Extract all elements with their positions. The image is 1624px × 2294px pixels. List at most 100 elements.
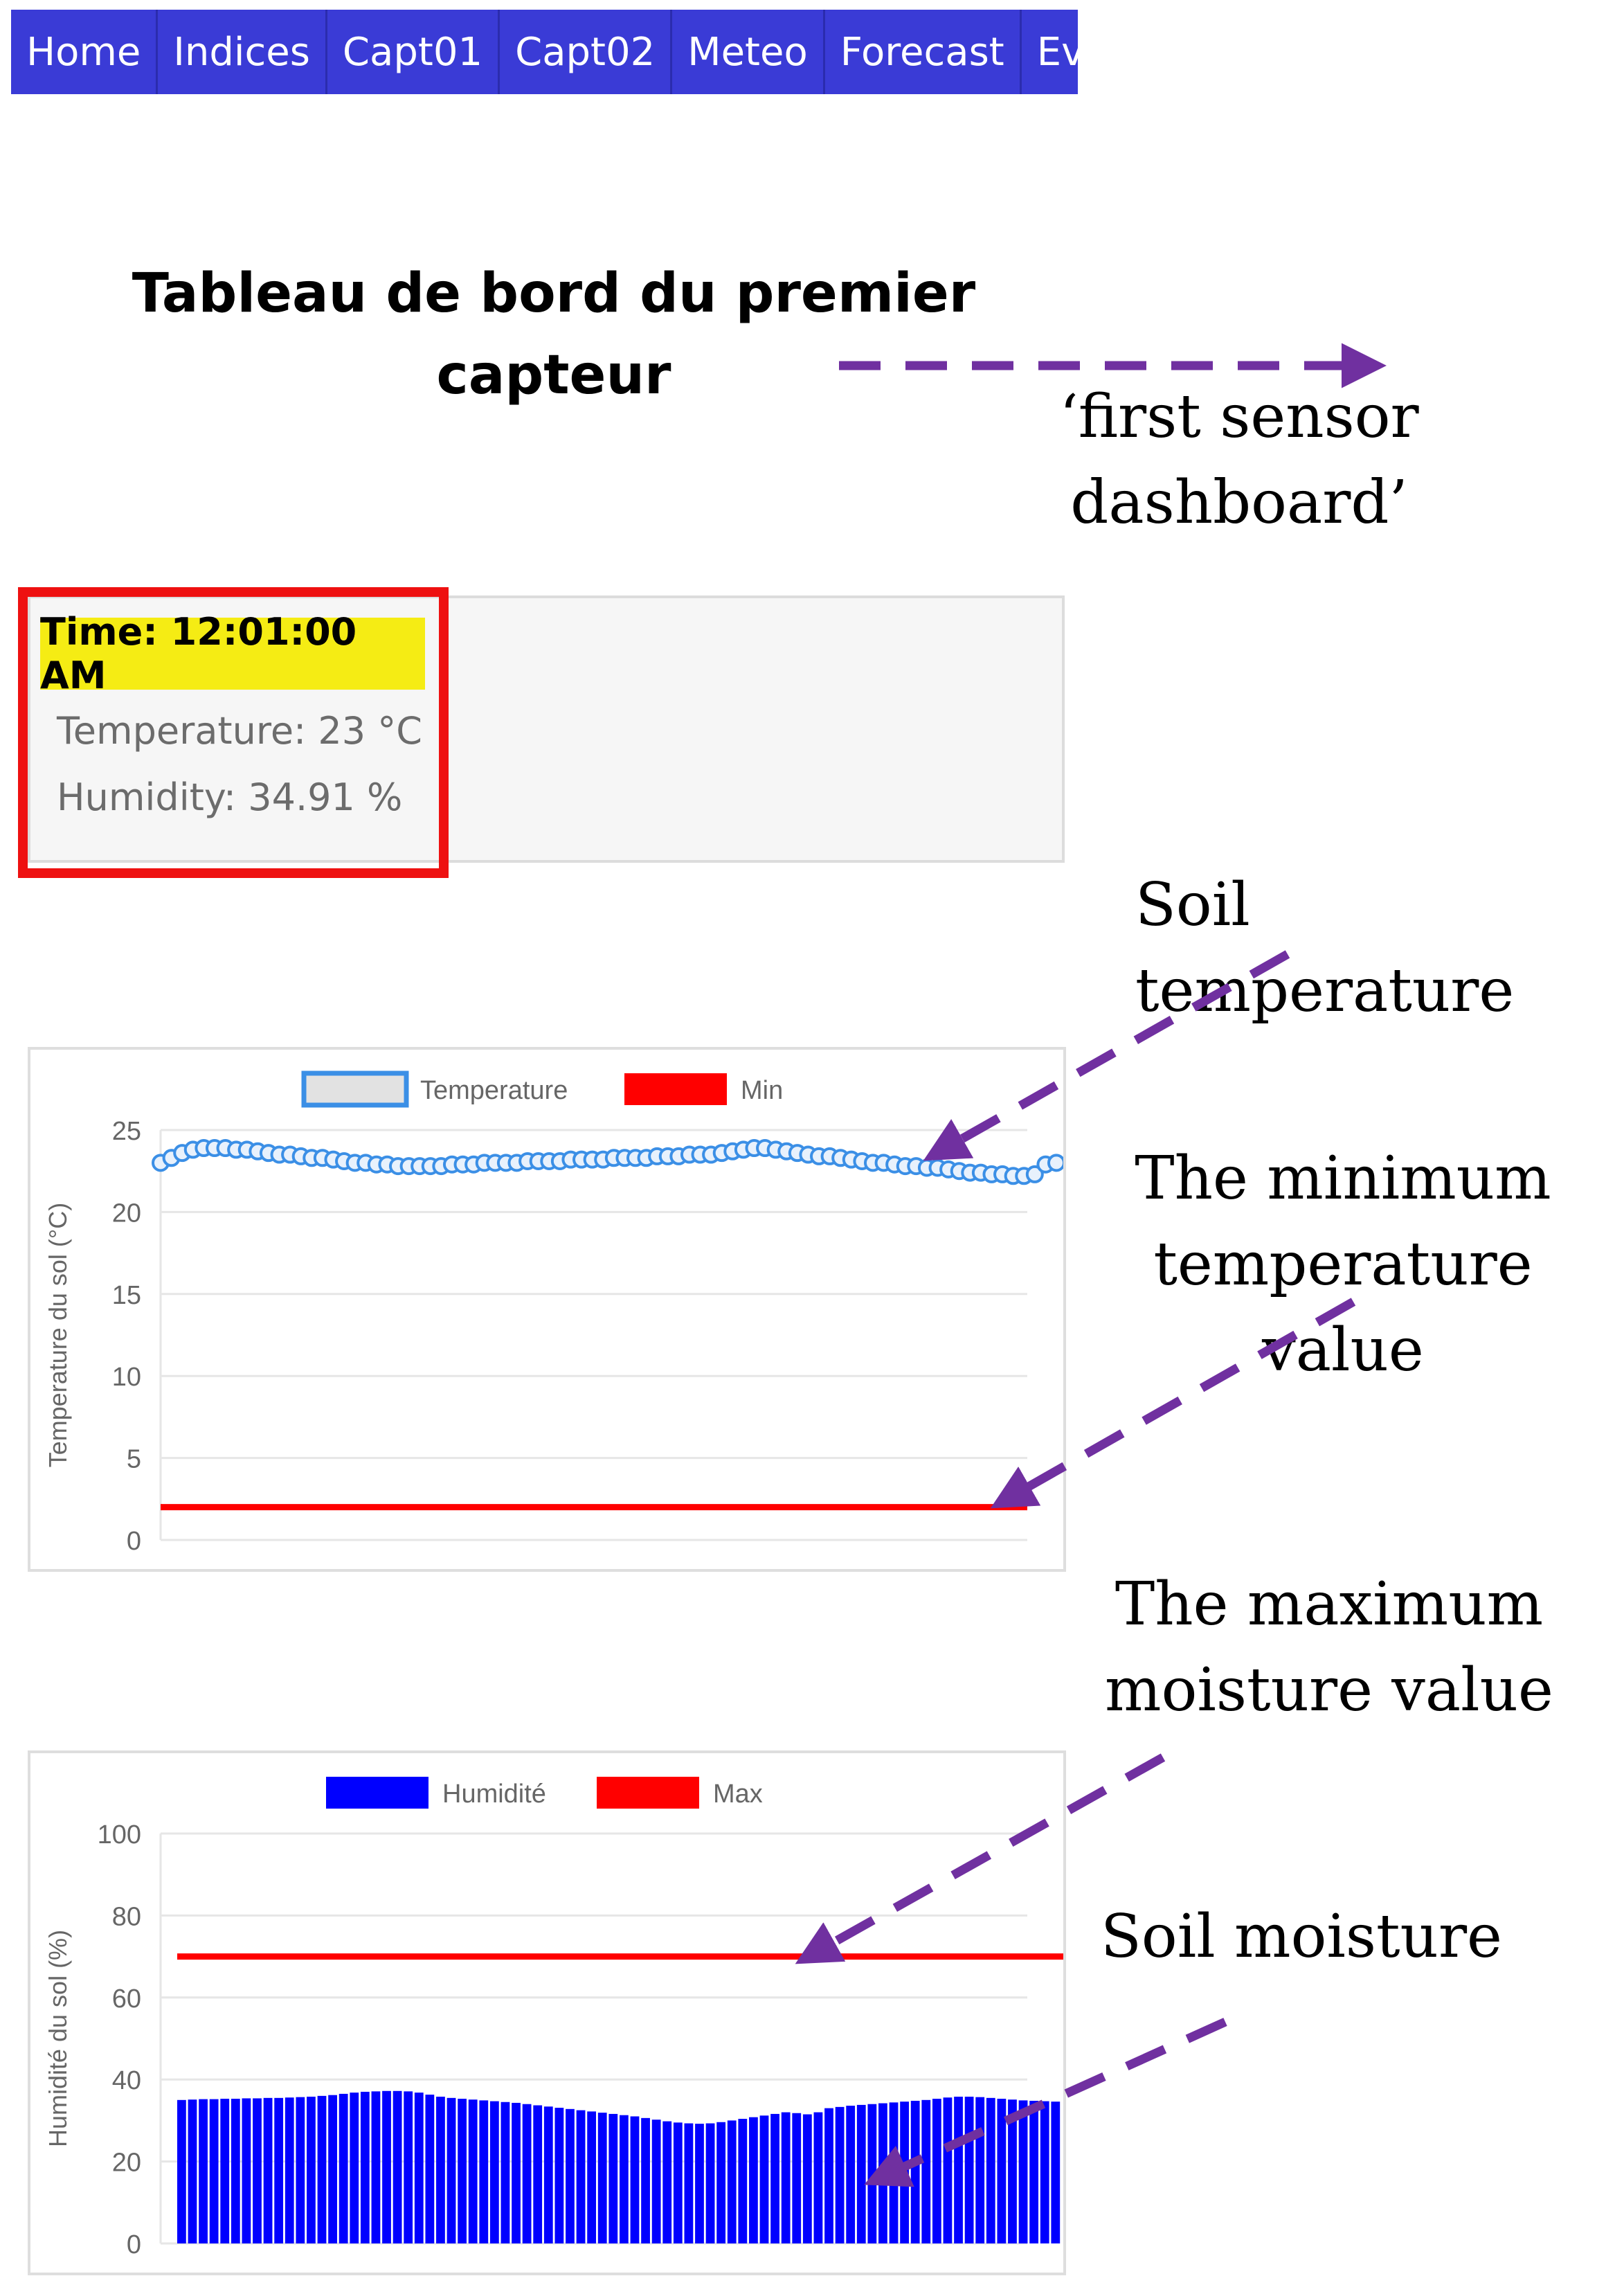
humidite-bar (328, 2095, 337, 2243)
annotation-title-translation-line1: ‘first sensor (1059, 382, 1419, 451)
humidite-bar (802, 2114, 812, 2243)
annotation-soil-moisture: Soil moisture (1101, 1902, 1502, 1971)
humidite-bar (738, 2119, 748, 2243)
humidite-bar (500, 2102, 510, 2243)
humidite-bar (253, 2098, 262, 2243)
temperature-chart: 0 5 10 15 20 25 Temperature du sol (°C) Tempera… (28, 1047, 1066, 1572)
humidite-bar (1040, 2101, 1049, 2243)
humidite-bar (512, 2102, 521, 2243)
legend-label-max: Max (713, 1780, 763, 1809)
annotation-max-moisture: The maximum moisture value (1052, 1561, 1606, 1733)
humidite-bar (997, 2099, 1007, 2243)
page-title-line1: Tableau de bord du premier (132, 262, 976, 325)
humidite-bar (1051, 2102, 1061, 2243)
annotation-soil-temperature: Soil temperature (1135, 870, 1515, 1025)
humidite-bar (727, 2120, 737, 2243)
legend-label-min: Min (741, 1076, 783, 1105)
humidite-bar (986, 2097, 995, 2243)
humidite-bar (285, 2097, 294, 2243)
humidite-bar (479, 2100, 489, 2243)
humidite-bar (533, 2105, 543, 2243)
annotation-min-temperature: The minimum temperature value (1066, 1136, 1620, 1393)
humidite-bar (360, 2091, 370, 2243)
humidite-bar (641, 2117, 650, 2243)
nav-meteo[interactable]: Meteo (672, 10, 825, 94)
legend-label-humidite: Humidité (442, 1780, 546, 1809)
humidite-bar (813, 2112, 823, 2243)
humidite-bar (231, 2099, 240, 2243)
humidite-bar (468, 2099, 478, 2243)
y-tick-label: 0 (127, 1527, 141, 1556)
humidite-bar (1029, 2100, 1039, 2243)
humidite-bar (620, 2115, 629, 2243)
humidite-bar (759, 2115, 769, 2243)
humidite-bar (436, 2097, 445, 2243)
humidite-bar (382, 2090, 391, 2243)
humidite-bar (199, 2099, 208, 2243)
humidite-bar (824, 2108, 833, 2243)
arrow-soil-temperature (923, 950, 1290, 1161)
y-tick-label: 0 (127, 2230, 141, 2259)
arrow-min-temperature (990, 1298, 1356, 1509)
legend-swatch-max (597, 1777, 699, 1809)
y-tick-label: 40 (112, 2066, 141, 2095)
humidite-bar (242, 2098, 251, 2243)
humidite-bar (522, 2104, 532, 2243)
humidite-bar (792, 2113, 802, 2243)
y-tick-label: 20 (112, 1199, 141, 1228)
humidity-chart-svg: 0 20 40 60 80 100 Humidité du sol (%) Humidité M… (44, 1777, 1065, 2259)
humidite-bar (684, 2123, 694, 2243)
humidite-bar (705, 2123, 715, 2243)
humidite-bar (263, 2097, 273, 2243)
humidite-bar (220, 2099, 230, 2243)
nav-capt01[interactable]: Capt01 (327, 10, 500, 94)
y-axis-label: Temperature du sol (°C) (44, 1203, 72, 1468)
humidite-bar (296, 2097, 305, 2243)
humidite-bar (554, 2108, 564, 2243)
annotation-title-translation-line2: dashboard’ (1070, 468, 1408, 537)
y-axis-label: Humidité du sol (%) (44, 1930, 72, 2147)
humidite-bar (770, 2113, 779, 2243)
temperature-chart-svg: 0 5 10 15 20 25 Temperature du sol (°C) Tempera… (44, 1070, 1065, 1556)
humidite-bar (749, 2117, 758, 2243)
humidite-bar (781, 2112, 791, 2243)
humidite-bar (576, 2110, 586, 2243)
humidite-bar (597, 2113, 607, 2243)
page-title-line2: capteur (436, 344, 671, 406)
humidite-bar (458, 2099, 467, 2243)
humidite-bar (587, 2111, 597, 2243)
humidite-bar (673, 2122, 683, 2243)
reading-highlight-box (18, 587, 449, 878)
humidite-bar (695, 2124, 704, 2243)
y-tick-label: 60 (112, 1984, 141, 2014)
nav-capt02[interactable]: Capt02 (500, 10, 673, 94)
y-tick-label: 15 (112, 1281, 141, 1310)
humidite-bar (932, 2099, 941, 2243)
humidite-bar (566, 2108, 575, 2243)
legend-swatch-humidite (326, 1777, 428, 1809)
humidite-bar (307, 2097, 316, 2243)
y-tick-label: 100 (98, 1820, 141, 1849)
y-tick-label: 80 (112, 1902, 141, 1931)
nav-indices[interactable]: Indices (158, 10, 327, 94)
time-reading: Time: 12:01:00 AM (40, 610, 425, 697)
humidite-bar (943, 2097, 953, 2243)
y-tick-label: 20 (112, 2149, 141, 2178)
humidity-chart: 0 20 40 60 80 100 Humidité du sol (%) Humidité M… (28, 1750, 1066, 2275)
annotation-min-temperature-line2: temperature value (1153, 1230, 1533, 1385)
humidite-bar (339, 2093, 348, 2243)
humidite-bar (350, 2093, 359, 2243)
nav-home[interactable]: Home (11, 10, 159, 94)
annotation-title-translation: ‘first sensor dashboard’ (997, 374, 1481, 546)
annotation-max-moisture-line2: moisture value (1105, 1656, 1553, 1725)
nav-evapo[interactable]: Evapo (1036, 29, 1078, 75)
temperature-point (1025, 1165, 1044, 1183)
nav-forecast[interactable]: Forecast (825, 10, 1022, 94)
humidite-bar (274, 2097, 284, 2243)
humidite-bar (543, 2106, 553, 2243)
humidite-bar (317, 2095, 327, 2243)
arrow-soil-moisture (864, 2018, 1227, 2187)
humidite-bar (651, 2120, 661, 2243)
arrow-max-moisture (795, 1753, 1166, 1964)
legend-label-temperature: Temperature (420, 1076, 568, 1105)
